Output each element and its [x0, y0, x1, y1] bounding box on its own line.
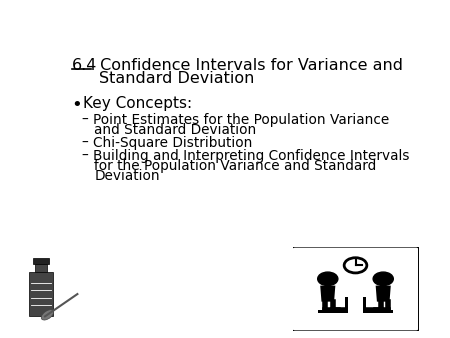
Polygon shape	[363, 297, 365, 313]
Circle shape	[344, 258, 367, 273]
Text: –: –	[81, 149, 88, 163]
Polygon shape	[320, 286, 335, 301]
Text: Standard Deviation: Standard Deviation	[99, 71, 254, 86]
Ellipse shape	[41, 310, 54, 320]
Text: 6.4: 6.4	[72, 57, 97, 72]
Text: Building and Interpreting Confidence Intervals: Building and Interpreting Confidence Int…	[93, 149, 409, 163]
Polygon shape	[363, 310, 393, 313]
Polygon shape	[35, 264, 47, 272]
Circle shape	[318, 272, 338, 286]
Text: Chi-Square Distribution: Chi-Square Distribution	[93, 136, 252, 150]
FancyBboxPatch shape	[291, 246, 420, 332]
Text: Deviation: Deviation	[94, 169, 160, 183]
Polygon shape	[29, 272, 53, 316]
Polygon shape	[318, 310, 348, 313]
Text: for the Population Variance and Standard: for the Population Variance and Standard	[94, 159, 377, 173]
Text: Point Estimates for the Population Variance: Point Estimates for the Population Varia…	[93, 113, 389, 127]
Text: –: –	[81, 113, 88, 127]
Polygon shape	[376, 286, 391, 301]
Text: Key Concepts:: Key Concepts:	[83, 96, 192, 111]
Circle shape	[373, 272, 393, 286]
Text: Confidence Intervals for Variance and: Confidence Intervals for Variance and	[95, 57, 403, 72]
Text: and Standard Deviation: and Standard Deviation	[94, 123, 256, 137]
Polygon shape	[346, 297, 348, 313]
Polygon shape	[33, 258, 49, 264]
Text: •: •	[72, 96, 82, 114]
Text: –: –	[81, 136, 88, 150]
